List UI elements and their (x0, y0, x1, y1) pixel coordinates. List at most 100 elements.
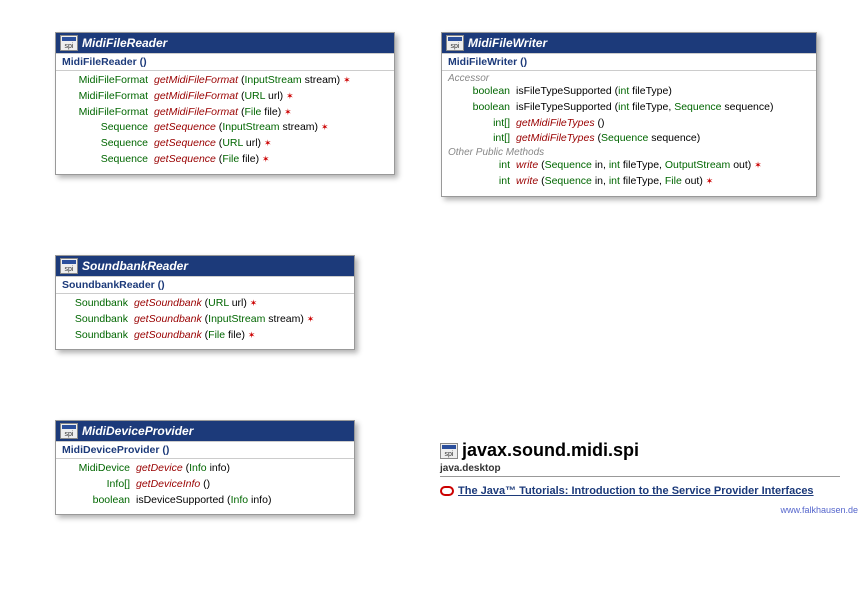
return-type: int (448, 174, 516, 190)
method-row: intwrite (Sequence in, int fileType, Fil… (442, 174, 816, 190)
method-row: int[]getMidiFileTypes (Sequence sequence… (442, 131, 816, 147)
class-title: MidiFileWriter (468, 36, 547, 50)
return-type: Soundbank (62, 296, 134, 312)
divider (440, 476, 840, 477)
method-signature: getSoundbank (URL url) ✶ (134, 296, 348, 312)
throws-icon: ✶ (706, 176, 714, 186)
method-signature: getDevice (Info info) (136, 461, 348, 477)
method-name: write (516, 175, 538, 187)
method-signature: getDeviceInfo () (136, 477, 348, 493)
return-type: Sequence (62, 120, 154, 136)
method-row: MidiFileFormatgetMidiFileFormat (File fi… (56, 105, 394, 121)
method-name: getSequence (154, 153, 216, 165)
method-row: SequencegetSequence (URL url) ✶ (56, 136, 394, 152)
method-name: write (516, 159, 538, 171)
return-type: Sequence (62, 152, 154, 168)
return-type: Info[] (62, 477, 136, 493)
package-module: java.desktop (440, 463, 840, 474)
throws-icon: ✶ (307, 314, 315, 324)
return-type: int[] (448, 131, 516, 147)
package-info: spi javax.sound.midi.spi java.desktop Th… (440, 440, 840, 497)
tutorial-text: The Java™ Tutorials: Introduction to the… (458, 485, 814, 497)
method-signature: isDeviceSupported (Info info) (136, 493, 348, 509)
method-signature: getSoundbank (InputStream stream) ✶ (134, 312, 348, 328)
method-name: getSoundbank (134, 313, 202, 325)
method-row: booleanisDeviceSupported (Info info) (56, 493, 354, 509)
section-label: Other Public Methods (442, 147, 816, 158)
spi-icon: spi (60, 258, 78, 274)
method-table: MidiFileFormatgetMidiFileFormat (InputSt… (56, 71, 394, 174)
method-row: booleanisFileTypeSupported (int fileType… (442, 84, 816, 100)
class-header: spiSoundbankReader (56, 256, 354, 276)
method-name: getMidiFileTypes (516, 132, 595, 144)
method-name: isFileTypeSupported (516, 85, 612, 97)
tutorial-link[interactable]: The Java™ Tutorials: Introduction to the… (440, 485, 840, 497)
section-label: Accessor (442, 73, 816, 84)
return-type: MidiFileFormat (62, 73, 154, 89)
method-signature: isFileTypeSupported (int fileType, Seque… (516, 100, 810, 116)
method-signature: getSequence (InputStream stream) ✶ (154, 120, 388, 136)
spi-icon: spi (440, 443, 458, 459)
method-name: getDevice (136, 462, 183, 474)
class-title: MidiFileReader (82, 36, 167, 50)
method-row: MidiFileFormatgetMidiFileFormat (InputSt… (56, 73, 394, 89)
method-name: isDeviceSupported (136, 494, 224, 506)
oracle-icon (440, 486, 454, 496)
return-type: Soundbank (62, 328, 134, 344)
package-name-text: javax.sound.midi.spi (462, 440, 639, 461)
constructor: MidiDeviceProvider () (56, 441, 354, 459)
throws-icon: ✶ (264, 138, 272, 148)
method-name: getMidiFileTypes (516, 117, 595, 129)
method-row: Info[]getDeviceInfo () (56, 477, 354, 493)
throws-icon: ✶ (321, 122, 329, 132)
method-signature: write (Sequence in, int fileType, Output… (516, 158, 810, 174)
throws-icon: ✶ (250, 298, 258, 308)
method-row: MidiDevicegetDevice (Info info) (56, 461, 354, 477)
method-row: booleanisFileTypeSupported (int fileType… (442, 100, 816, 116)
return-type: MidiFileFormat (62, 105, 154, 121)
method-table: MidiDevicegetDevice (Info info)Info[]get… (56, 459, 354, 514)
return-type: boolean (62, 493, 136, 509)
class-soundbankreader: spiSoundbankReaderSoundbankReader ()Soun… (55, 255, 355, 350)
return-type: Sequence (62, 136, 154, 152)
method-signature: write (Sequence in, int fileType, File o… (516, 174, 810, 190)
method-name: getDeviceInfo (136, 478, 200, 490)
method-row: intwrite (Sequence in, int fileType, Out… (442, 158, 816, 174)
return-type: Soundbank (62, 312, 134, 328)
class-title: MidiDeviceProvider (82, 424, 193, 438)
method-row: SoundbankgetSoundbank (URL url) ✶ (56, 296, 354, 312)
throws-icon: ✶ (343, 75, 351, 85)
method-signature: getMidiFileFormat (File file) ✶ (154, 105, 388, 121)
return-type: boolean (448, 100, 516, 116)
method-name: getMidiFileFormat (154, 106, 238, 118)
method-row: SequencegetSequence (InputStream stream)… (56, 120, 394, 136)
method-signature: isFileTypeSupported (int fileType) (516, 84, 810, 100)
throws-icon: ✶ (248, 330, 256, 340)
class-header: spiMidiFileWriter (442, 33, 816, 53)
method-signature: getMidiFileTypes () (516, 116, 810, 132)
return-type: int (448, 158, 516, 174)
package-title: spi javax.sound.midi.spi (440, 440, 840, 461)
method-name: getSoundbank (134, 329, 202, 341)
method-signature: getMidiFileFormat (InputStream stream) ✶ (154, 73, 388, 89)
class-midifilewriter: spiMidiFileWriterMidiFileWriter () Access… (441, 32, 817, 197)
constructor: MidiFileWriter () (442, 53, 816, 71)
spi-icon: spi (60, 423, 78, 439)
method-signature: getMidiFileFormat (URL url) ✶ (154, 89, 388, 105)
footer-link[interactable]: www.falkhausen.de (780, 505, 858, 515)
throws-icon: ✶ (284, 107, 292, 117)
spi-icon: spi (60, 35, 78, 51)
class-midifilereader: spiMidiFileReaderMidiFileReader ()MidiFi… (55, 32, 395, 175)
throws-icon: ✶ (754, 160, 762, 170)
method-name: getMidiFileFormat (154, 90, 238, 102)
method-row: SoundbankgetSoundbank (File file) ✶ (56, 328, 354, 344)
return-type: int[] (448, 116, 516, 132)
method-signature: getMidiFileTypes (Sequence sequence) (516, 131, 810, 147)
class-mididevice-provider: spi MidiDeviceProvider MidiDeviceProvider … (55, 420, 355, 515)
method-row: MidiFileFormatgetMidiFileFormat (URL url… (56, 89, 394, 105)
method-table: AccessorbooleanisFileTypeSupported (int … (442, 71, 816, 196)
method-row: int[]getMidiFileTypes () (442, 116, 816, 132)
method-name: getSoundbank (134, 297, 202, 309)
throws-icon: ✶ (262, 154, 270, 164)
class-header: spi MidiDeviceProvider (56, 421, 354, 441)
